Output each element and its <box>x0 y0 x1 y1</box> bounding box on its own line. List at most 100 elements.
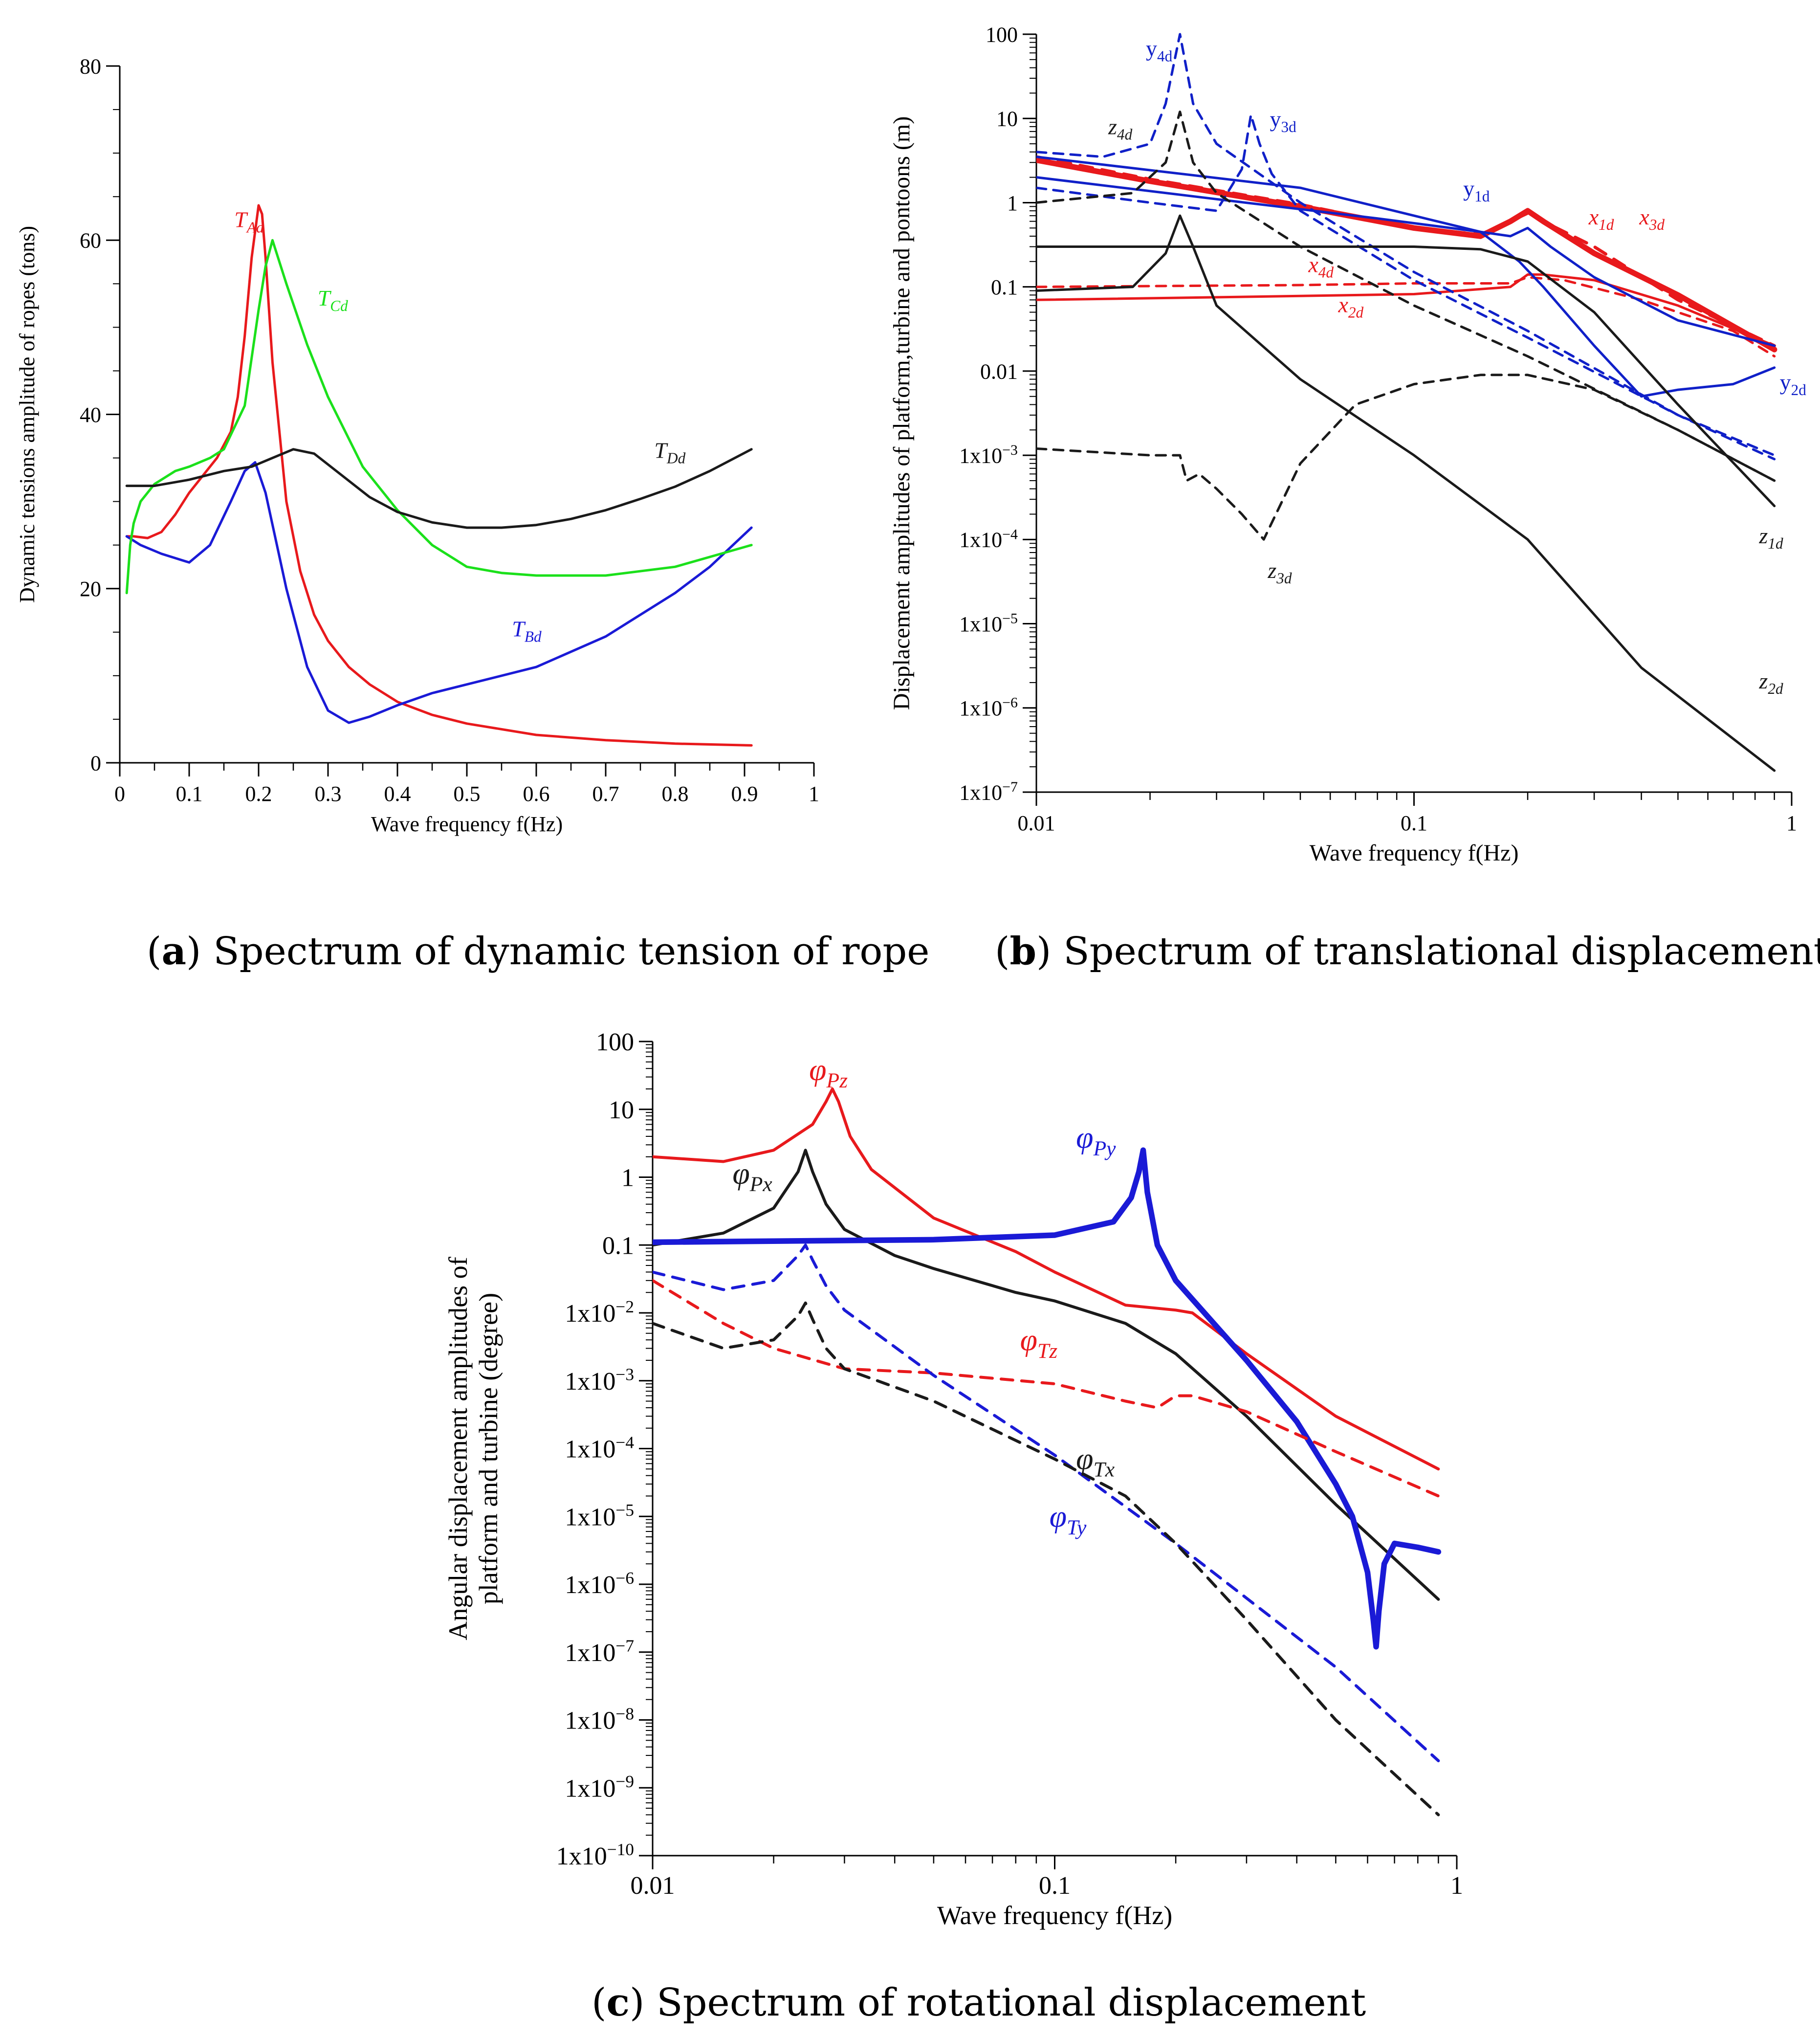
series-phi_Pz <box>653 1087 1440 1471</box>
y-tick-label: 0.1 <box>602 1232 634 1260</box>
series-z_1d <box>1036 111 1776 482</box>
x-tick-label: 0.01 <box>1018 811 1055 835</box>
label-φTz: φTz <box>1020 1323 1058 1363</box>
label-TBd: TBd <box>512 617 542 645</box>
x-tick-label: 1 <box>1450 1872 1463 1900</box>
label-y1d: y1d <box>1463 176 1490 205</box>
caption-b: (b) Spectrum of translational displaceme… <box>995 929 1820 974</box>
y-tick-label: 1x10−6 <box>959 695 1018 720</box>
y-axis-label: Dynamic tensions amplitude of ropes (ton… <box>15 226 39 603</box>
x-axis-label: Wave frequency f(Hz) <box>937 1901 1172 1930</box>
y-tick-label: 1x10−9 <box>565 1772 634 1802</box>
x-tick-label: 0.1 <box>176 782 203 806</box>
label-TAd: TAd <box>234 207 264 236</box>
panel-c-rotational-spectrum: 0.01 0.1 1 100 10 1 0.1 1x10−2 1x10−3 1x10−4 1x10−… <box>443 1028 1463 1930</box>
y-tick-label: 1x10−10 <box>556 1840 634 1870</box>
series-T_Ad <box>125 204 753 747</box>
y-axis-label: Displacement amplitudes of platform,turb… <box>889 116 915 710</box>
series-z_pl <box>1036 245 1776 508</box>
y-tick-label: 80 <box>80 54 101 78</box>
series-y_2d <box>1036 155 1776 398</box>
series-x_2d <box>1036 273 1776 347</box>
y-tick-label: 1x10−8 <box>565 1704 634 1734</box>
label-x3d: x3d <box>1639 204 1665 233</box>
label-z1d: z1d <box>1758 523 1783 552</box>
y-tick-label: 0 <box>90 751 101 775</box>
y-axis-label: platform and turbine (degree) <box>474 1293 503 1604</box>
label-φPx: φPx <box>732 1156 772 1196</box>
label-z3d: z3d <box>1267 558 1292 587</box>
x-tick-label: 0.7 <box>592 782 619 806</box>
x-tick-label: 0.01 <box>631 1872 675 1900</box>
series-T_Bd <box>125 461 753 724</box>
series-y_4d <box>1036 33 1776 457</box>
x-tick-label: 0.9 <box>731 782 758 806</box>
series-z_2d <box>1036 214 1776 772</box>
label-φPz: φPz <box>809 1052 848 1092</box>
x-tick-label: 0.1 <box>1039 1872 1071 1900</box>
label-x4d: x4d <box>1308 252 1334 281</box>
x-tick-label: 0.2 <box>245 782 272 806</box>
panel-a-tension-spectrum: 0 0.1 0.2 0.3 0.4 0.5 0.6 0.7 0.8 0.9 1 0 20 40 60 80 Wa… <box>15 54 819 836</box>
y-tick-label: 1x10−4 <box>565 1432 634 1463</box>
label-y2d: y2d <box>1780 370 1807 399</box>
y-tick-label: 1 <box>1007 191 1018 215</box>
series-y_3d <box>1036 113 1776 461</box>
x-tick-label: 1 <box>1786 811 1797 835</box>
series-phi_Tz <box>653 1279 1440 1498</box>
series-phi_Py <box>653 1147 1442 1650</box>
y-tick-label: 1x10−6 <box>565 1568 634 1599</box>
series-phi_Tx <box>653 1301 1440 1817</box>
panel-b-translational-spectrum: 0.01 0.1 1 100 10 1 0.1 0.01 1x10−3 1x10−4 1x10−5 1… <box>889 22 1806 866</box>
caption-a: (a) Spectrum of dynamic tension of rope <box>147 929 930 974</box>
y-tick-label: 1x10−5 <box>565 1500 634 1531</box>
x-tick-label: 0.1 <box>1401 811 1427 835</box>
x-tick-label: 1 <box>809 782 819 806</box>
x-tick-label: 0.3 <box>315 782 342 806</box>
y-tick-label: 40 <box>80 403 101 427</box>
y-tick-label: 1 <box>621 1164 634 1192</box>
series-z_3d <box>1036 374 1776 541</box>
caption-c: (c) Spectrum of rotational displacement <box>592 1980 1366 2025</box>
y-tick-label: 1x10−3 <box>959 442 1018 467</box>
label-z4d: z4d <box>1108 114 1133 143</box>
series-x_4d <box>1036 276 1776 358</box>
x-tick-label: 0.5 <box>454 782 481 806</box>
y-tick-label: 1x10−4 <box>959 526 1018 552</box>
label-TCd: TCd <box>318 286 348 314</box>
x-tick-label: 0.4 <box>384 782 411 806</box>
y-tick-label: 10 <box>609 1096 634 1124</box>
series-T_Dd <box>125 448 753 529</box>
label-x2d: x2d <box>1338 292 1363 321</box>
label-y4d: y4d <box>1146 36 1173 65</box>
y-tick-label: 10 <box>996 107 1018 131</box>
label-TDd: TDd <box>654 438 685 467</box>
label-y3d: y3d <box>1270 107 1296 135</box>
y-tick-label: 60 <box>80 229 101 253</box>
series-T_Cd <box>125 239 753 595</box>
x-axis-label: Wave frequency f(Hz) <box>1310 840 1519 866</box>
y-tick-label: 20 <box>80 577 101 601</box>
y-tick-label: 1x10−2 <box>565 1297 634 1328</box>
series-x_3d <box>1036 155 1776 348</box>
y-tick-label: 0.1 <box>991 275 1018 299</box>
y-tick-label: 1x10−7 <box>565 1636 634 1667</box>
series-phi_Px <box>653 1149 1440 1601</box>
y-axis-label: Angular displacement amplitudes of <box>443 1257 473 1640</box>
y-tick-label: 1x10−7 <box>959 779 1018 804</box>
x-axis-label: Wave frequency f(Hz) <box>371 812 563 836</box>
y-tick-label: 100 <box>596 1028 634 1056</box>
label-φPy: φPy <box>1076 1120 1116 1160</box>
label-x1d: x1d <box>1588 204 1614 233</box>
series-phi_Ty <box>653 1243 1440 1762</box>
x-tick-label: 0.8 <box>662 782 689 806</box>
y-tick-label: 1x10−5 <box>959 610 1018 636</box>
label-φTy: φTy <box>1050 1499 1087 1539</box>
label-φTx: φTx <box>1076 1441 1115 1481</box>
y-tick-label: 0.01 <box>980 359 1018 383</box>
x-tick-label: 0 <box>114 782 125 806</box>
label-z2d: z2d <box>1758 668 1783 697</box>
x-tick-label: 0.6 <box>523 782 550 806</box>
y-tick-label: 1x10−3 <box>565 1365 634 1396</box>
